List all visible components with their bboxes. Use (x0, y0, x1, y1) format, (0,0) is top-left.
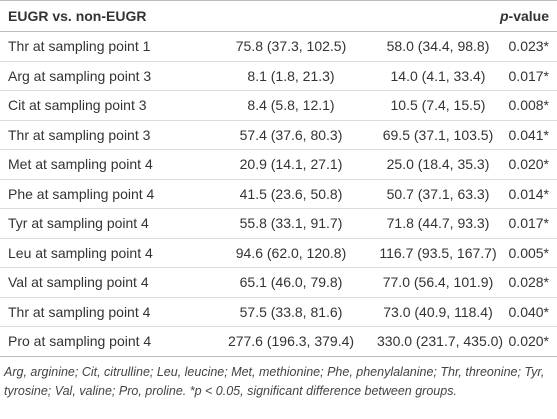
table-cell: 0.020* (499, 326, 557, 356)
table-row: Thr at sampling point 4 57.5 (33.8, 81.6)… (0, 296, 557, 327)
table-cell: 277.6 (196.3, 379.4) (205, 326, 377, 356)
table-cell: Cit at sampling point 3 (0, 90, 205, 120)
table-cell: 0.017* (499, 60, 557, 91)
table-cell: 0.040* (499, 296, 557, 327)
table-row: Arg at sampling point 3 8.1 (1.8, 21.3) 14… (0, 60, 557, 91)
table-row: Phe at sampling point 4 41.5 (23.6, 50.8)… (0, 178, 557, 209)
table-row: Tyr at sampling point 4 55.8 (33.1, 91.7)… (0, 208, 557, 238)
table-cell: 71.8 (44.7, 93.3) (377, 208, 499, 238)
header-cell (377, 0, 499, 32)
table-cell: 0.005* (499, 237, 557, 268)
table-cell: 25.0 (18.4, 35.3) (377, 149, 499, 179)
table-cell: 0.020* (499, 149, 557, 179)
table-cell: 8.1 (1.8, 21.3) (205, 60, 377, 91)
data-table: EUGR vs. non-EUGR p-value Thr at samplin… (0, 0, 557, 357)
table-cell: 0.023* (499, 31, 557, 61)
table-cell: 330.0 (231.7, 435.0) (377, 326, 503, 356)
table-cell: 0.041* (499, 119, 557, 150)
table-cell: 14.0 (4.1, 33.4) (377, 60, 499, 91)
table-cell: Pro at sampling point 4 (0, 326, 205, 356)
table-cell: Met at sampling point 4 (0, 149, 205, 179)
table-cell: 58.0 (34.4, 98.8) (377, 31, 499, 61)
table-row: Cit at sampling point 3 8.4 (5.8, 12.1) 10… (0, 90, 557, 120)
table-row: Met at sampling point 4 20.9 (14.1, 27.1)… (0, 149, 557, 179)
table-cell: 41.5 (23.6, 50.8) (205, 178, 377, 209)
header-cell: p-value (499, 0, 557, 32)
table-cell: 0.008* (499, 90, 557, 120)
table-cell: 57.5 (33.8, 81.6) (205, 296, 377, 327)
table-body: EUGR vs. non-EUGR p-value Thr at samplin… (0, 0, 557, 356)
table-cell: 0.014* (499, 178, 557, 209)
table-cell: Thr at sampling point 1 (0, 31, 205, 61)
table-row: Leu at sampling point 4 94.6 (62.0, 120.8… (0, 237, 557, 268)
table-cell: 50.7 (37.1, 63.3) (377, 178, 499, 209)
table-cell: Tyr at sampling point 4 (0, 208, 205, 238)
table-cell: 65.1 (46.0, 79.8) (205, 267, 377, 297)
table-row: Thr at sampling point 1 75.8 (37.3, 102.5… (0, 31, 557, 61)
table-cell: 77.0 (56.4, 101.9) (377, 267, 499, 297)
table-cell: 55.8 (33.1, 91.7) (205, 208, 377, 238)
header-row: EUGR vs. non-EUGR p-value (0, 0, 557, 32)
table-cell: 0.017* (499, 208, 557, 238)
table-cell: 69.5 (37.1, 103.5) (377, 119, 499, 150)
table-cell: 10.5 (7.4, 15.5) (377, 90, 499, 120)
table-cell: 75.8 (37.3, 102.5) (205, 31, 377, 61)
header-cell (205, 0, 377, 32)
table-cell: Phe at sampling point 4 (0, 178, 205, 209)
table-cell: 94.6 (62.0, 120.8) (205, 237, 377, 268)
table-cell: 57.4 (37.6, 80.3) (205, 119, 377, 150)
table-cell: 20.9 (14.1, 27.1) (205, 149, 377, 179)
table-cell: 0.028* (499, 267, 557, 297)
table-cell: Leu at sampling point 4 (0, 237, 205, 268)
header-cell: EUGR vs. non-EUGR (0, 0, 205, 32)
table-cell: Arg at sampling point 3 (0, 60, 205, 91)
table-cell: Thr at sampling point 3 (0, 119, 205, 150)
table-cell: 116.7 (93.5, 167.7) (377, 237, 499, 268)
table-cell: Val at sampling point 4 (0, 267, 205, 297)
table-row: Pro at sampling point 4 277.6 (196.3, 379… (0, 326, 557, 356)
table-cell: 73.0 (40.9, 118.4) (377, 296, 499, 327)
table-row: Val at sampling point 4 65.1 (46.0, 79.8)… (0, 267, 557, 297)
footnote: Arg, arginine; Cit, citrulline; Leu, leu… (4, 364, 545, 398)
table-row: Thr at sampling point 3 57.4 (37.6, 80.3)… (0, 119, 557, 150)
table-cell: Thr at sampling point 4 (0, 296, 205, 327)
table-cell: 8.4 (5.8, 12.1) (205, 90, 377, 120)
